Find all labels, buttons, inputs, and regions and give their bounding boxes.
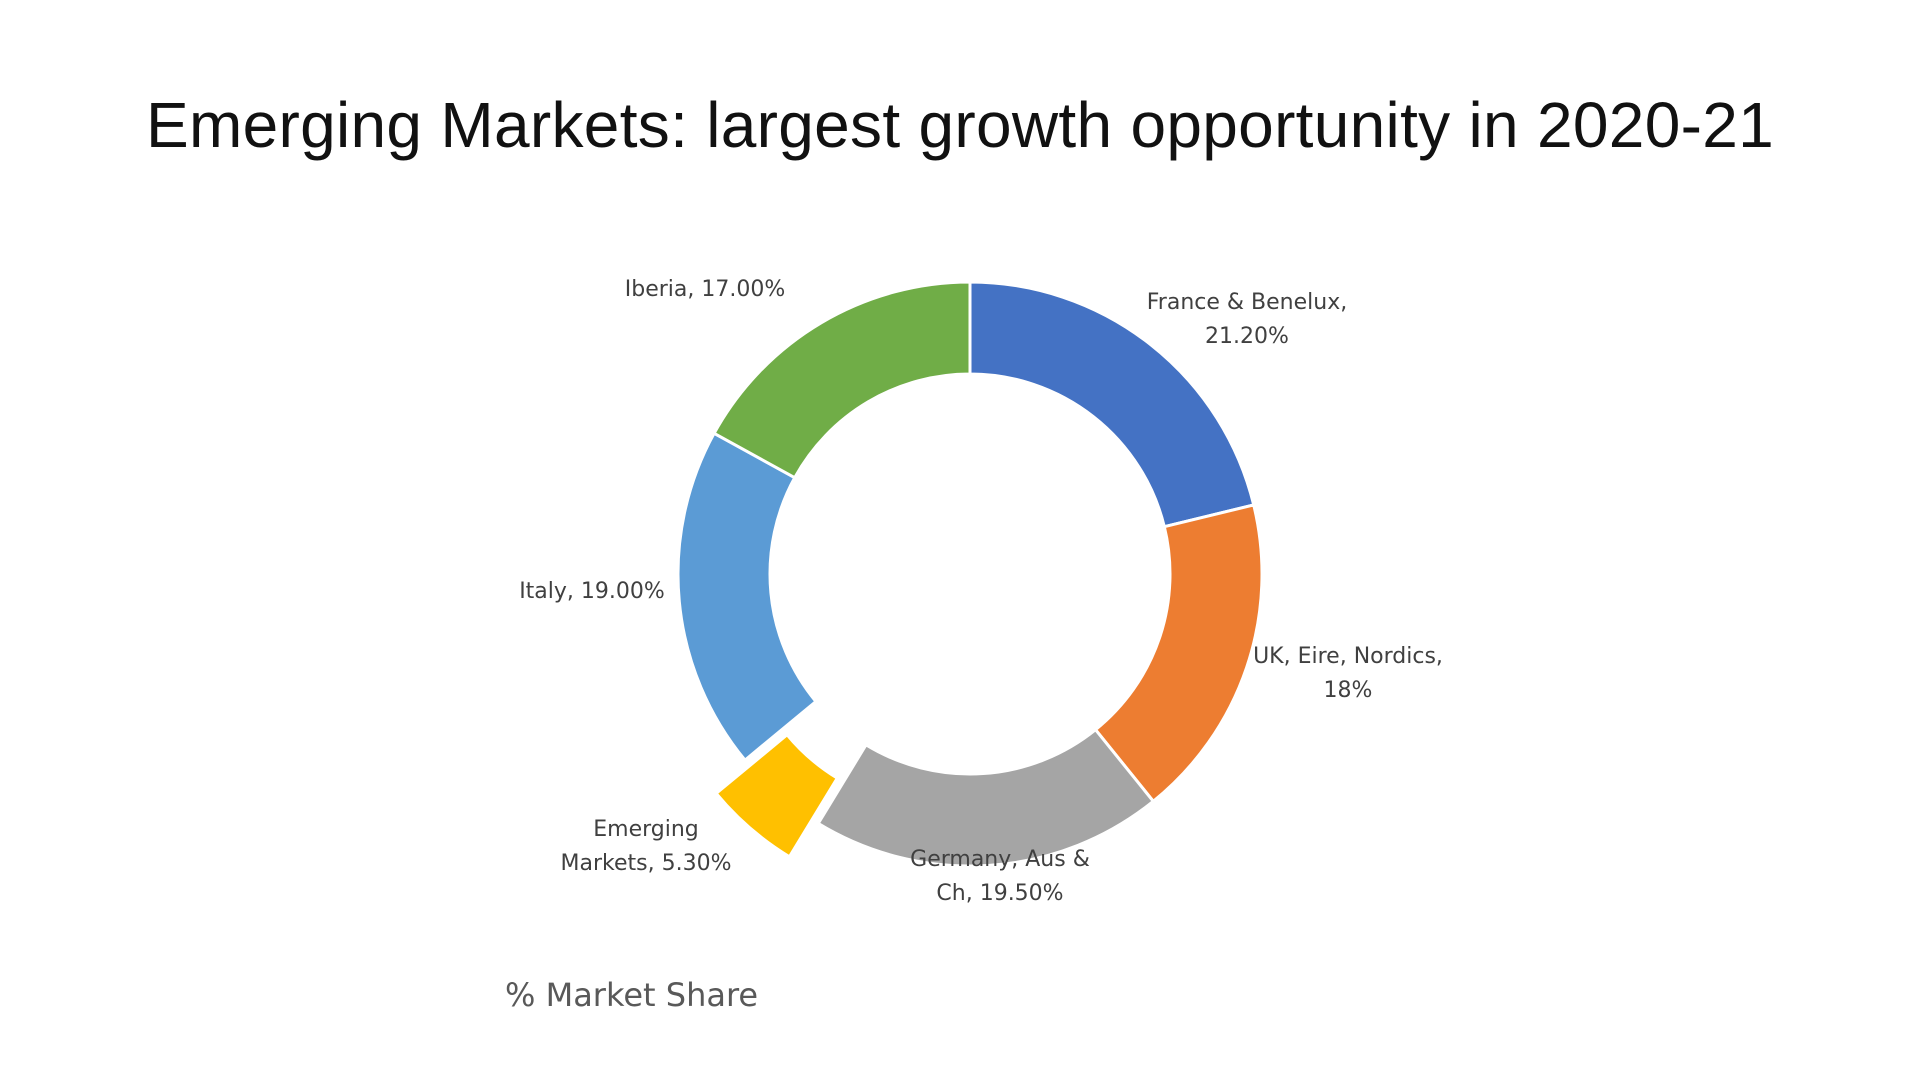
chart-title: Emerging Markets: largest growth opportu… bbox=[146, 89, 1774, 161]
data-labels: France & Benelux, 21.20% UK, Eire, Nordics… bbox=[519, 277, 1443, 906]
data-label-iberia: Iberia, 17.00% bbox=[625, 277, 786, 302]
data-label-france-and-benelux: France & Benelux, 21.20% bbox=[1147, 290, 1347, 349]
data-label-emerging-markets: Emerging Markets, 5.30% bbox=[561, 817, 732, 876]
slice-uk-eire-nordics[interactable] bbox=[1093, 503, 1264, 804]
data-label-uk-eire-nordics: UK, Eire, Nordics, 18% bbox=[1253, 644, 1443, 703]
slice-iberia[interactable] bbox=[712, 280, 972, 480]
slice-france-and-benelux[interactable] bbox=[968, 280, 1256, 529]
slice-emerging-markets[interactable] bbox=[714, 732, 840, 859]
doughnut-slices bbox=[676, 280, 1264, 868]
slice-italy[interactable] bbox=[676, 431, 819, 763]
chart-caption: % Market Share bbox=[505, 976, 759, 1014]
data-label-italy: Italy, 19.00% bbox=[519, 579, 665, 604]
slice-germany-aus-and-ch[interactable] bbox=[816, 727, 1156, 868]
data-label-germany-aus-and-ch: Germany, Aus & Ch, 19.50% bbox=[910, 847, 1090, 906]
